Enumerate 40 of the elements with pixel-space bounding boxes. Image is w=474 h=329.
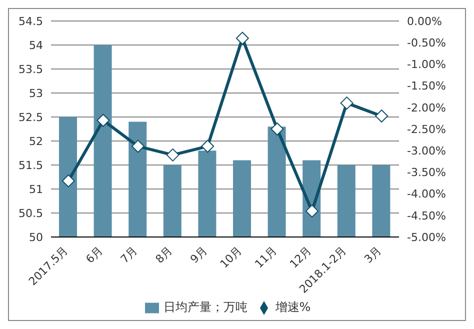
x-tick-label: 10月	[218, 244, 245, 271]
y-tick-label: 54.5	[18, 14, 43, 28]
point	[96, 114, 110, 127]
y-tick-label: 54	[29, 38, 43, 52]
point	[132, 140, 144, 153]
y-tick-label: 52.5	[18, 110, 43, 124]
point	[306, 204, 318, 218]
y-tick-label: 51	[29, 182, 43, 196]
x-tick-label: 3月	[362, 244, 384, 266]
legend-label: 增速%	[275, 300, 311, 314]
x-tick-label: 8月	[153, 244, 175, 266]
point	[270, 122, 284, 136]
x-tick-label: 7月	[118, 244, 140, 266]
y-tick-label: 52	[29, 134, 43, 148]
y-tick-label: 53.5	[18, 62, 43, 76]
y2-tick-label: -2.00%	[407, 101, 446, 114]
y-tick-label: 51.5	[18, 158, 43, 172]
x-tick-label: 9月	[188, 244, 210, 266]
y2-tick-label: -5.00%	[407, 230, 446, 244]
y2-tick-label: 0.00%	[407, 14, 442, 28]
y2-tick-label: -3.00%	[407, 144, 446, 158]
x-tick-label: 11月	[252, 244, 280, 271]
y2-tick-label: -0.50%	[407, 36, 446, 50]
y2-tick-label: -1.50%	[407, 80, 446, 93]
point	[236, 32, 249, 45]
point	[166, 148, 180, 162]
y2-tick-label: -4.00%	[407, 188, 446, 201]
point	[375, 110, 388, 123]
y-tick-label: 50.5	[18, 206, 43, 220]
y-tick-label: 50	[29, 230, 43, 244]
point	[201, 140, 214, 153]
y2-tick-label: -1.00%	[407, 58, 446, 72]
y2-tick-label: -4.50%	[407, 209, 446, 222]
y-tick-label: 53	[29, 86, 43, 100]
legend-label: 日均产量；万吨	[163, 300, 248, 314]
x-tick-label: 6月	[83, 244, 106, 266]
y2-tick-label: -3.50%	[407, 166, 446, 180]
y2-tick-label: -2.50%	[407, 122, 446, 136]
point	[62, 174, 75, 188]
point	[340, 96, 354, 110]
